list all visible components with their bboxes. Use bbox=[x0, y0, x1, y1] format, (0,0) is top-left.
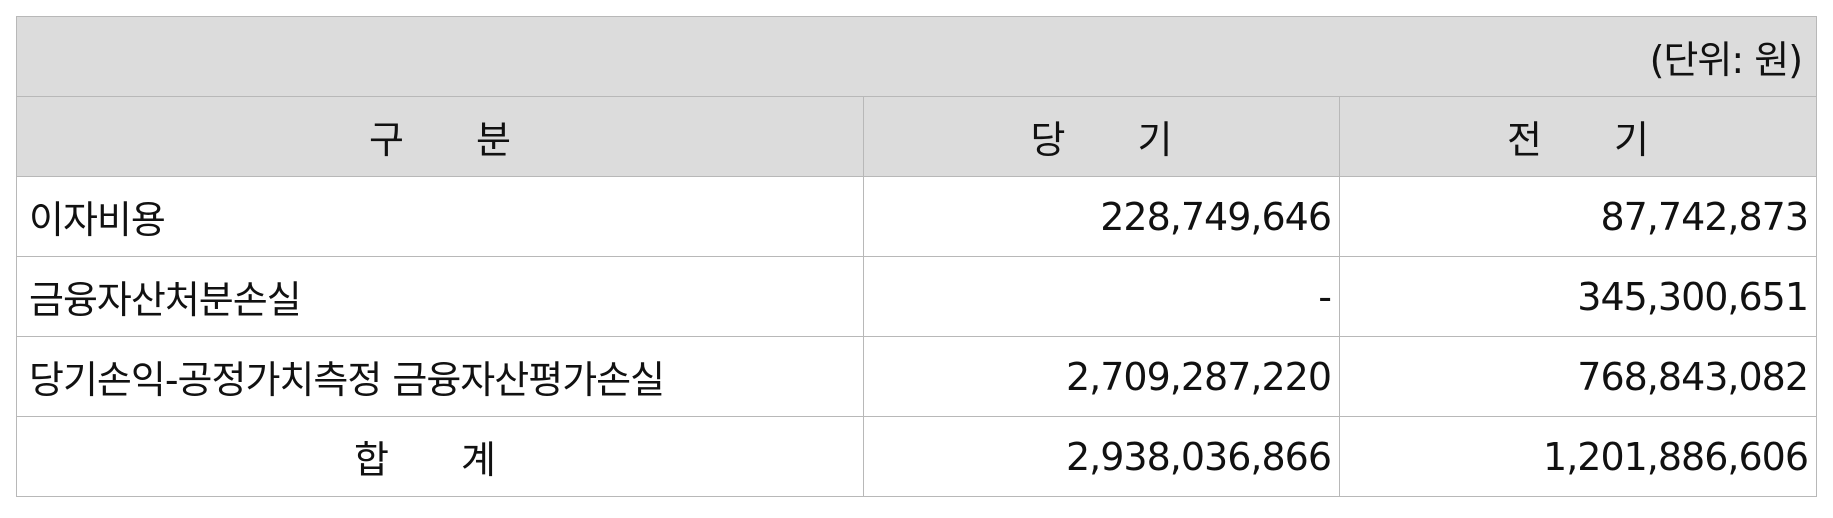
financial-cost-table: (단위: 원) 구 분 당 기 전 기 이자비용 228,749,646 87,… bbox=[15, 16, 1818, 497]
previous-value: 768,843,082 bbox=[1338, 336, 1818, 417]
current-value: 228,749,646 bbox=[863, 176, 1340, 257]
total-previous-value: 1,201,886,606 bbox=[1338, 416, 1818, 497]
header-row: 구 분 당 기 전 기 bbox=[16, 96, 1818, 177]
column-header-category: 구 분 bbox=[16, 96, 864, 177]
unit-row: (단위: 원) bbox=[15, 16, 1818, 97]
previous-value: 87,742,873 bbox=[1338, 176, 1818, 257]
column-header-current: 당 기 bbox=[863, 96, 1340, 177]
total-current-value: 2,938,036,866 bbox=[863, 416, 1340, 497]
total-row: 합 계 2,938,036,866 1,201,886,606 bbox=[16, 416, 1818, 497]
total-label: 합 계 bbox=[16, 416, 864, 497]
current-value: - bbox=[863, 256, 1340, 337]
row-label: 당기손익-공정가치측정 금융자산평가손실 bbox=[16, 336, 864, 417]
row-label: 금융자산처분손실 bbox=[16, 256, 864, 337]
previous-value: 345,300,651 bbox=[1338, 256, 1818, 337]
current-value: 2,709,287,220 bbox=[863, 336, 1340, 417]
table-row: 당기손익-공정가치측정 금융자산평가손실 2,709,287,220 768,8… bbox=[16, 336, 1818, 417]
row-label: 이자비용 bbox=[16, 176, 864, 257]
table-row: 금융자산처분손실 - 345,300,651 bbox=[16, 256, 1818, 337]
unit-label: (단위: 원) bbox=[15, 16, 1818, 97]
table-row: 이자비용 228,749,646 87,742,873 bbox=[16, 176, 1818, 257]
column-header-previous: 전 기 bbox=[1338, 96, 1818, 177]
